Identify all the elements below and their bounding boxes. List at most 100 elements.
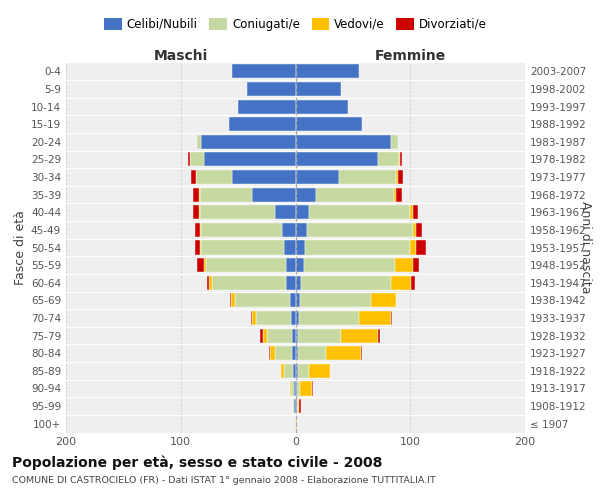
Bar <box>269 346 270 360</box>
Bar <box>296 346 298 360</box>
Bar <box>305 240 410 254</box>
Bar <box>293 364 296 378</box>
Bar <box>395 258 413 272</box>
Bar <box>296 100 348 114</box>
Bar <box>232 64 296 78</box>
Bar <box>359 311 391 325</box>
Bar <box>296 64 359 78</box>
Bar <box>296 258 304 272</box>
Bar <box>293 399 295 413</box>
Bar <box>378 328 380 342</box>
Bar <box>207 276 209 290</box>
Bar <box>229 117 296 131</box>
Bar <box>200 240 202 254</box>
Bar <box>256 311 291 325</box>
Bar <box>371 294 397 308</box>
Bar <box>326 346 361 360</box>
Bar <box>247 82 296 96</box>
Text: Maschi: Maschi <box>154 48 208 62</box>
Bar <box>394 188 397 202</box>
Bar <box>304 258 395 272</box>
Bar <box>391 311 392 325</box>
Bar <box>291 311 296 325</box>
Bar <box>275 346 292 360</box>
Bar <box>309 364 330 378</box>
Bar <box>298 364 309 378</box>
Bar <box>284 240 296 254</box>
Bar <box>200 188 252 202</box>
Bar <box>413 223 416 237</box>
Bar <box>295 399 296 413</box>
Bar <box>296 170 339 184</box>
Bar <box>263 328 267 342</box>
Bar <box>416 240 427 254</box>
Bar <box>296 134 391 149</box>
Bar <box>270 346 275 360</box>
Bar <box>296 82 341 96</box>
Bar <box>300 382 311 396</box>
Bar <box>204 152 296 166</box>
Bar <box>232 170 296 184</box>
Bar <box>197 134 202 149</box>
Bar <box>413 205 418 220</box>
Bar <box>391 276 412 290</box>
Bar <box>296 223 307 237</box>
Bar <box>286 276 296 290</box>
Bar <box>296 117 362 131</box>
Text: COMUNE DI CASTROCIELO (FR) - Dati ISTAT 1° gennaio 2008 - Elaborazione TUTTITALI: COMUNE DI CASTROCIELO (FR) - Dati ISTAT … <box>12 476 436 485</box>
Bar <box>260 328 263 342</box>
Bar <box>296 205 309 220</box>
Bar <box>212 276 286 290</box>
Bar <box>200 223 202 237</box>
Bar <box>196 170 232 184</box>
Bar <box>188 152 190 166</box>
Bar <box>296 328 298 342</box>
Bar <box>252 311 256 325</box>
Bar <box>230 294 231 308</box>
Bar <box>202 240 284 254</box>
Bar <box>412 276 415 290</box>
Bar <box>307 223 413 237</box>
Bar <box>410 240 416 254</box>
Bar <box>291 382 295 396</box>
Bar <box>206 258 286 272</box>
Bar <box>398 170 403 184</box>
Bar <box>204 258 206 272</box>
Bar <box>191 170 196 184</box>
Bar <box>193 205 199 220</box>
Bar <box>296 276 301 290</box>
Bar <box>251 311 252 325</box>
Bar <box>292 328 296 342</box>
Bar <box>298 399 299 413</box>
Bar <box>400 152 402 166</box>
Bar <box>299 311 359 325</box>
Bar <box>296 294 300 308</box>
Bar <box>300 294 371 308</box>
Bar <box>290 382 291 396</box>
Bar <box>275 205 296 220</box>
Bar <box>281 364 284 378</box>
Bar <box>284 364 293 378</box>
Bar <box>299 399 301 413</box>
Bar <box>296 382 300 396</box>
Bar <box>416 223 422 237</box>
Bar <box>209 276 212 290</box>
Bar <box>190 152 204 166</box>
Bar <box>298 328 341 342</box>
Bar <box>238 100 296 114</box>
Bar <box>199 205 200 220</box>
Bar <box>316 188 394 202</box>
Bar <box>413 258 419 272</box>
Bar <box>295 382 296 396</box>
Bar <box>341 328 378 342</box>
Bar <box>286 258 296 272</box>
Bar <box>202 223 282 237</box>
Bar <box>290 294 296 308</box>
Bar <box>235 294 290 308</box>
Bar <box>301 276 391 290</box>
Bar <box>231 294 235 308</box>
Text: Femmine: Femmine <box>374 48 446 62</box>
Bar <box>378 152 399 166</box>
Bar <box>296 240 305 254</box>
Bar <box>410 205 413 220</box>
